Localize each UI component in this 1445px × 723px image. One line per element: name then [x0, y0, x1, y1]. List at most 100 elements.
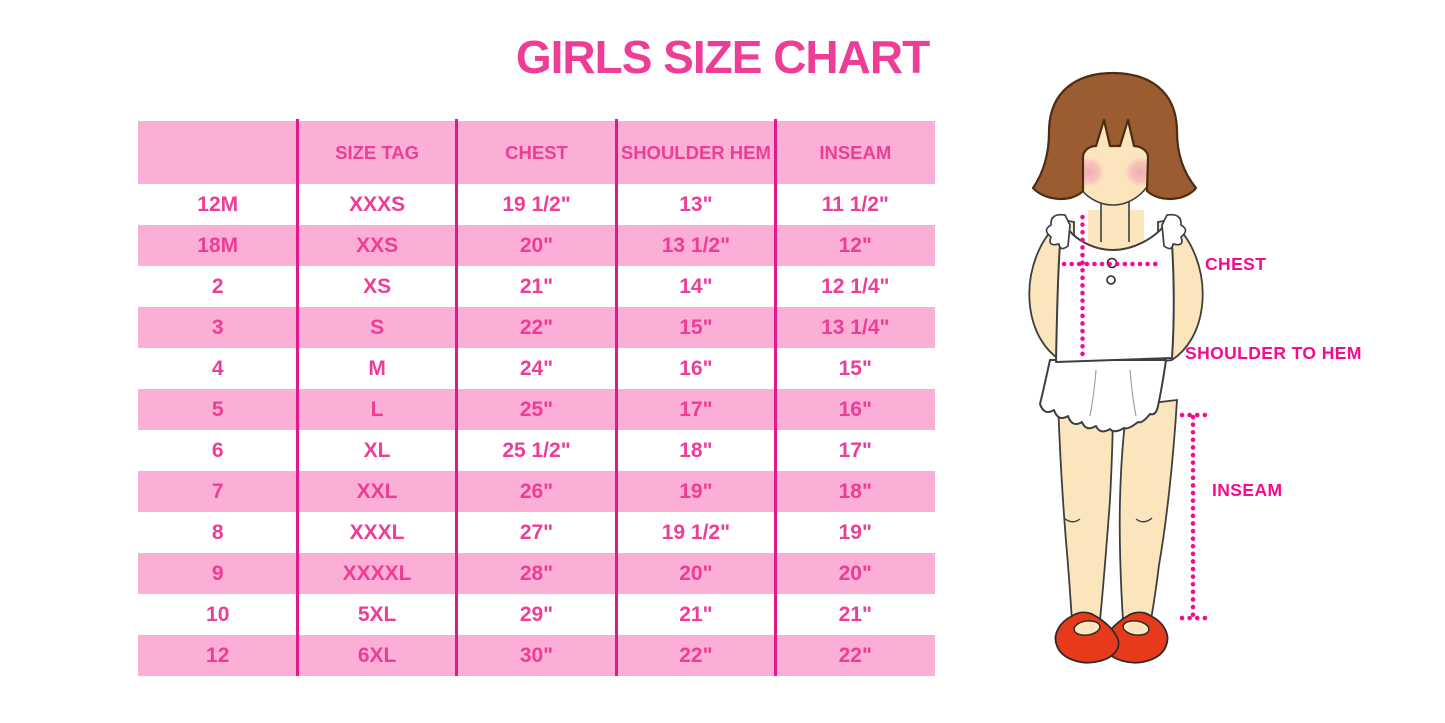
table-cell: 12	[206, 643, 230, 667]
table-row: 12M XXXS 19 1/2" 13" 11 1/2"	[138, 184, 935, 225]
inseam-label: INSEAM	[1212, 480, 1283, 500]
table-header-cell	[138, 121, 297, 184]
table-cell: 20"	[838, 561, 872, 585]
table-cell: 13 1/2"	[661, 233, 731, 257]
table-cell: 14"	[679, 274, 713, 298]
table-cell: 26"	[519, 479, 554, 503]
table-cell: XL	[363, 438, 391, 462]
table-cell: XXS	[356, 233, 399, 257]
table-row: 10 5XL 29" 21" 21"	[138, 594, 935, 635]
girls-size-table: SIZE TAG CHEST SHOULDER HEM INSEAM 12M X…	[138, 119, 935, 676]
table-cell: 7	[211, 479, 224, 503]
table-cell: 28"	[519, 561, 554, 585]
chest-label: CHEST	[1205, 254, 1267, 274]
table-row: 4 M 24" 16" 15"	[138, 348, 935, 389]
left-shoulder-ruffle	[1045, 213, 1071, 250]
girl-illustration	[1028, 71, 1208, 664]
table-cell: 22"	[519, 315, 554, 339]
table-cell: XXXL	[349, 520, 405, 544]
table-row: 8 XXXL 27" 19 1/2" 19"	[138, 512, 935, 553]
table-cell: 15"	[679, 315, 713, 339]
table-header-row: SIZE TAG CHEST SHOULDER HEM INSEAM	[138, 121, 935, 184]
table-cell: 12M	[197, 192, 239, 216]
table-header-cell: CHEST	[505, 141, 568, 163]
table-cell: 19 1/2"	[502, 192, 571, 216]
left-shoe-opening	[1073, 620, 1101, 636]
table-cell: 25 1/2"	[502, 438, 571, 462]
right-knee-line	[1135, 517, 1153, 523]
table-cell: 6XL	[357, 643, 397, 667]
skirt-wrinkle	[1089, 369, 1137, 417]
left-shoe	[1054, 611, 1120, 664]
table-cell: 2	[211, 274, 224, 298]
table-cell: 6	[211, 438, 224, 462]
bodice	[1055, 217, 1175, 363]
shirt-button	[1106, 275, 1116, 285]
table-cell: 13"	[679, 192, 713, 216]
table-cell: 19"	[838, 520, 872, 544]
table-cell: 25"	[519, 397, 554, 421]
table-cell: 15"	[838, 356, 872, 380]
table-cell: 17"	[679, 397, 713, 421]
table-cell: 18M	[197, 233, 239, 257]
table-cell: 11 1/2"	[821, 192, 889, 216]
right-shoe-opening	[1122, 620, 1150, 636]
measurement-figure: CHEST SHOULDER TO HEM INSEAM	[1000, 60, 1445, 723]
table-cell: 10	[206, 602, 230, 626]
table-cell: L	[370, 397, 384, 421]
shoulder-to-hem-label: SHOULDER TO HEM	[1185, 343, 1362, 363]
table-cell: 30"	[519, 643, 554, 667]
skirt	[1039, 359, 1167, 433]
column-divider	[295, 119, 299, 676]
column-divider	[614, 119, 618, 676]
table-row: 5 L 25" 17" 16"	[138, 389, 935, 430]
table-cell: XXXXL	[342, 561, 412, 585]
table-cell: 20"	[679, 561, 713, 585]
table-cell: 9	[211, 561, 224, 585]
table-cell: 18"	[838, 479, 872, 503]
table-cell: 16"	[679, 356, 713, 380]
table-cell: 12 1/4"	[821, 274, 890, 298]
table-cell: 22"	[838, 643, 872, 667]
table-cell: 27"	[519, 520, 554, 544]
left-knee-line	[1063, 517, 1081, 523]
table-header-cell: SHOULDER HEM	[620, 141, 771, 163]
table-cell: S	[370, 315, 385, 339]
table-cell: 21"	[519, 274, 554, 298]
table-cell: XS	[363, 274, 392, 298]
table-row: 7 XXL 26" 19" 18"	[138, 471, 935, 512]
table-cell: 19"	[679, 479, 713, 503]
table-cell: 22"	[679, 643, 713, 667]
table-cell: 12"	[838, 233, 872, 257]
table-row: 2 XS 21" 14" 12 1/4"	[138, 266, 935, 307]
table-cell: 5XL	[357, 602, 397, 626]
table-cell: 16"	[838, 397, 872, 421]
page-title: GIRLS SIZE CHART	[515, 31, 930, 83]
table-row: 3 S 22" 15" 13 1/4"	[138, 307, 935, 348]
table-cell: 4	[211, 356, 224, 380]
table-cell: 19 1/2"	[661, 520, 731, 544]
hair	[1031, 71, 1198, 200]
table-cell: 13 1/4"	[821, 315, 890, 339]
table-cell: 29"	[519, 602, 554, 626]
table-cell: 21"	[838, 602, 872, 626]
table-row: 18M XXS 20" 13 1/2" 12"	[138, 225, 935, 266]
table-cell: XXL	[356, 479, 398, 503]
table-cell: 18"	[679, 438, 713, 462]
table-row: 9 XXXXL 28" 20" 20"	[138, 553, 935, 594]
table-row: 6 XL 25 1/2" 18" 17"	[138, 430, 935, 471]
table-cell: 17"	[838, 438, 872, 462]
table-cell: 3	[211, 315, 224, 339]
table-cell: 21"	[679, 602, 713, 626]
table-cell: 8	[211, 520, 224, 544]
table-cell: 20"	[519, 233, 554, 257]
column-divider	[774, 119, 778, 676]
table-row: 12 6XL 30" 22" 22"	[138, 635, 935, 676]
table-header-cell: INSEAM	[819, 141, 892, 163]
right-shoulder-ruffle	[1161, 213, 1187, 250]
table-cell: 24"	[519, 356, 554, 380]
column-divider	[455, 119, 459, 676]
table-cell: XXXS	[349, 192, 406, 216]
table-cell: 5	[211, 397, 224, 421]
table-cell: M	[368, 356, 386, 380]
